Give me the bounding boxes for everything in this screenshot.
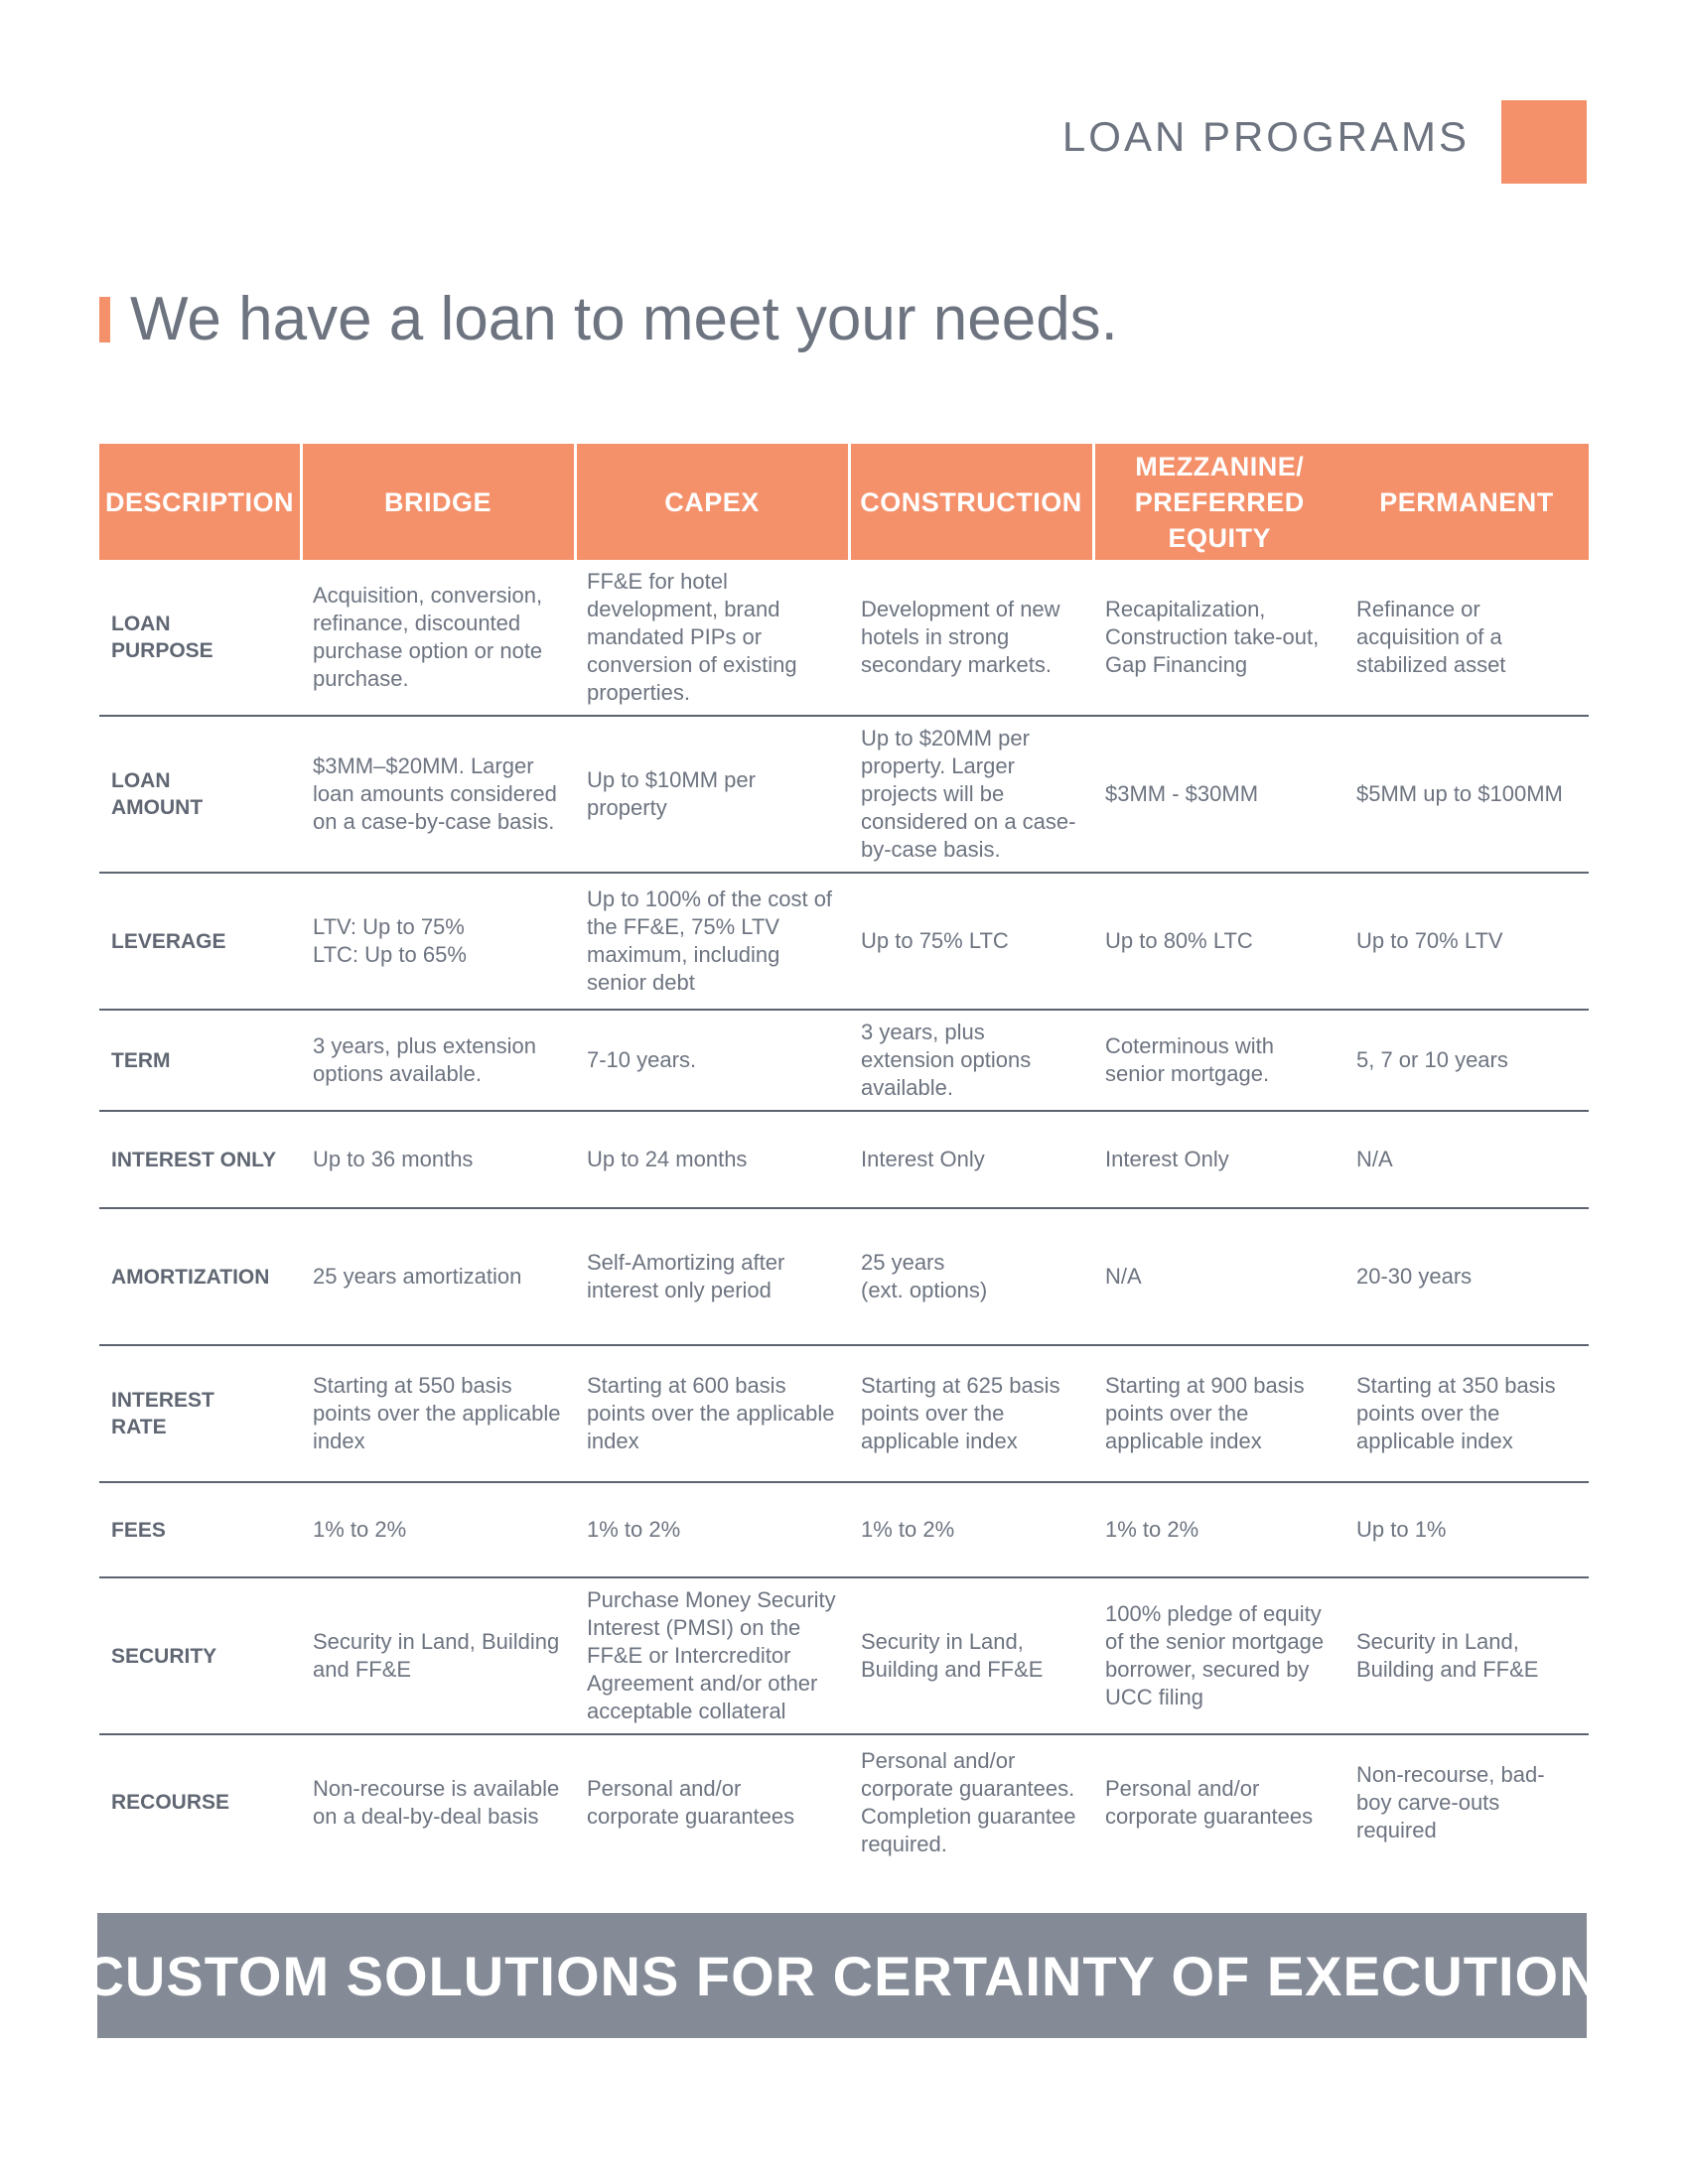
table-row: SECURITY Security in Land, Building and F… bbox=[99, 1577, 1589, 1735]
table-row: INTEREST RATE Starting at 550 basis point… bbox=[99, 1345, 1589, 1483]
table-cell: Security in Land, Building and FF&E bbox=[1344, 1577, 1589, 1735]
table-cell: Interest Only bbox=[1093, 1111, 1344, 1209]
table-cell: Self-Amortizing after interest only peri… bbox=[575, 1208, 849, 1346]
table-cell: Security in Land, Building and FF&E bbox=[849, 1577, 1093, 1735]
table-cell: Starting at 350 basis points over the ap… bbox=[1344, 1345, 1589, 1483]
column-header: DESCRIPTION bbox=[99, 444, 301, 560]
table-cell: Recapitalization, Construction take-out,… bbox=[1093, 560, 1344, 717]
table-cell: 25 years (ext. options) bbox=[849, 1208, 1093, 1346]
tagline-banner: CUSTOM SOLUTIONS FOR CERTAINTY OF EXECUT… bbox=[83, 1913, 1600, 2038]
column-header: PERMANENT bbox=[1344, 444, 1589, 560]
column-header: BRIDGE bbox=[299, 444, 575, 560]
row-label: AMORTIZATION bbox=[99, 1208, 301, 1346]
table-cell: Personal and/or corporate guarantees bbox=[587, 1775, 795, 1829]
table-cell: Non-recourse, bad-boy carve-outs require… bbox=[1356, 1761, 1545, 1843]
column-header: CONSTRUCTION bbox=[847, 444, 1093, 560]
row-label: INTEREST RATE bbox=[99, 1345, 301, 1483]
table-cell: 3 years, plus extension options availabl… bbox=[301, 1010, 575, 1112]
column-header: CAPEX bbox=[573, 444, 849, 560]
table-cell: Up to 100% of the cost of the FF&E, 75% … bbox=[575, 873, 849, 1011]
table-row: TERM 3 years, plus extension options avai… bbox=[99, 1010, 1589, 1112]
row-label: INTEREST ONLY bbox=[99, 1111, 301, 1209]
table-cell: Up to 70% LTV bbox=[1344, 873, 1589, 1011]
row-label: LEVERAGE bbox=[99, 873, 301, 1011]
table-cell: Starting at 550 basis points over the ap… bbox=[301, 1345, 575, 1483]
table-cell: Up to 24 months bbox=[575, 1111, 849, 1209]
table-row: LOAN PURPOSE Acquisition, conversion, ref… bbox=[99, 560, 1589, 717]
table-row: AMORTIZATION 25 years amortization Self-Am… bbox=[99, 1208, 1589, 1346]
row-label: FEES bbox=[99, 1482, 301, 1578]
table-cell: Refinance or acquisition of a stabilized… bbox=[1344, 560, 1589, 717]
table-cell: Coterminous with senior mortgage. bbox=[1093, 1010, 1344, 1112]
table-cell: 25 years amortization bbox=[301, 1208, 575, 1346]
table-cell: $3MM - $30MM bbox=[1093, 716, 1344, 874]
row-label: LOAN PURPOSE bbox=[99, 560, 301, 717]
column-header: MEZZANINE/ PREFERRED EQUITY bbox=[1091, 444, 1344, 560]
table-cell: Starting at 625 basis points over the ap… bbox=[849, 1345, 1093, 1483]
table-cell: Personal and/or corporate guarantees bbox=[1105, 1775, 1314, 1829]
table-cell: N/A bbox=[1344, 1111, 1589, 1209]
table-body: LOAN PURPOSE Acquisition, conversion, ref… bbox=[99, 560, 1589, 1869]
table-cell: $3MM–$20MM. Larger loan amounts consider… bbox=[301, 716, 575, 874]
table-cell: 7-10 years. bbox=[575, 1010, 849, 1112]
loan-programs-table: DESCRIPTION BRIDGE CAPEX CONSTRUCTION MEZZAN… bbox=[99, 444, 1589, 1869]
table-cell: $5MM up to $100MM bbox=[1344, 716, 1589, 874]
table-cell: FF&E for hotel development, brand mandat… bbox=[575, 560, 849, 717]
table-cell: 5, 7 or 10 years bbox=[1344, 1010, 1589, 1112]
table-cell: 3 years, plus extension options availabl… bbox=[849, 1010, 1093, 1112]
row-label: SECURITY bbox=[99, 1577, 301, 1735]
row-label: TERM bbox=[99, 1010, 301, 1112]
section-title: LOAN PROGRAMS bbox=[1061, 113, 1470, 160]
table-cell: Starting at 900 basis points over the ap… bbox=[1093, 1345, 1344, 1483]
table-cell: Acquisition, conversion, refinance, disc… bbox=[301, 560, 575, 717]
table-row: RECOURSE Non-recourse is available on a d… bbox=[99, 1734, 1589, 1869]
table-cell: Non-recourse is available on a deal-by-d… bbox=[313, 1775, 560, 1829]
table-cell: Up to $20MM per property. Larger project… bbox=[849, 716, 1093, 874]
table-row: LEVERAGE LTV: Up to 75% LTC: Up to 65% Up … bbox=[99, 873, 1589, 1011]
table-row: INTEREST ONLY Up to 36 months Up to 24 mon… bbox=[99, 1111, 1589, 1209]
table-cell: Starting at 600 basis points over the ap… bbox=[575, 1345, 849, 1483]
row-label: LOAN AMOUNT bbox=[99, 716, 301, 874]
table-cell: N/A bbox=[1093, 1208, 1344, 1346]
table-cell: Up to 75% LTC bbox=[849, 873, 1093, 1011]
table-cell: 1% to 2% bbox=[301, 1482, 575, 1578]
page-headline: We have a loan to meet your needs. bbox=[130, 285, 1118, 353]
table-cell: 1% to 2% bbox=[849, 1482, 1093, 1578]
table-cell: 1% to 2% bbox=[575, 1482, 849, 1578]
table-cell: Personal and/or corporate guarantees. Co… bbox=[861, 1747, 1076, 1856]
table-cell: Up to 1% bbox=[1344, 1482, 1589, 1578]
table-row: FEES 1% to 2% 1% to 2% 1% to 2% 1% to 2% Up t… bbox=[99, 1482, 1589, 1578]
table-cell: LTV: Up to 75% LTC: Up to 65% bbox=[301, 873, 575, 1011]
table-cell: Interest Only bbox=[849, 1111, 1093, 1209]
table-cell: 100% pledge of equity of the senior mort… bbox=[1093, 1577, 1344, 1735]
table-cell: Up to 80% LTC bbox=[1093, 873, 1344, 1011]
table-header-row: DESCRIPTION BRIDGE CAPEX CONSTRUCTION MEZZAN… bbox=[99, 444, 1589, 560]
table-cell: 20-30 years bbox=[1344, 1208, 1589, 1346]
table-cell: Development of new hotels in strong seco… bbox=[849, 560, 1093, 717]
table-cell: Up to $10MM per property bbox=[575, 716, 849, 874]
row-label: RECOURSE bbox=[111, 1791, 230, 1814]
accent-square bbox=[1501, 100, 1587, 184]
table-cell: 1% to 2% bbox=[1093, 1482, 1344, 1578]
table-cell: Up to 36 months bbox=[301, 1111, 575, 1209]
table-row: LOAN AMOUNT $3MM–$20MM. Larger loan amoun… bbox=[99, 716, 1589, 874]
table-cell: Security in Land, Building and FF&E bbox=[301, 1577, 575, 1735]
headline-accent-bar bbox=[99, 297, 110, 342]
table-cell: Purchase Money Security Interest (PMSI) … bbox=[575, 1577, 849, 1735]
